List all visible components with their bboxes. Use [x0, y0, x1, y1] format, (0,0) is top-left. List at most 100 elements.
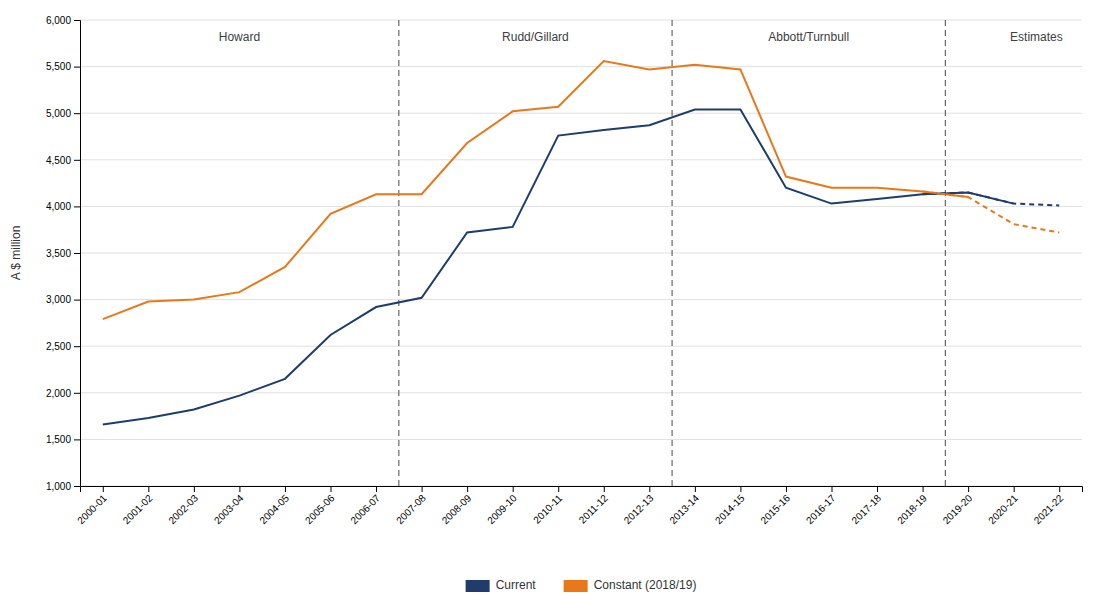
tick-mark — [74, 346, 80, 347]
series-line — [103, 109, 1014, 424]
axis-line — [81, 487, 1083, 493]
tick-label: 2000-01 — [75, 492, 109, 526]
tick-mark — [74, 20, 80, 21]
tick-label: 2017-18 — [849, 492, 883, 526]
series-line — [103, 61, 968, 319]
x-tick: 2015-16 — [758, 486, 792, 526]
x-tick: 2014-15 — [713, 486, 747, 526]
tick-mark — [103, 486, 104, 492]
tick-mark — [968, 486, 969, 492]
tick-mark — [239, 486, 240, 492]
tick-label: 2013-14 — [667, 492, 701, 526]
x-tick: 2001-02 — [121, 486, 155, 526]
era-boundary — [945, 20, 946, 486]
tick-label: 6,000 — [46, 15, 71, 26]
y-tick: 2,500 — [46, 341, 80, 352]
y-axis-title: A $ million — [9, 226, 23, 281]
x-tick: 2009-10 — [485, 486, 519, 526]
tick-label: 2014-15 — [713, 492, 747, 526]
x-tick: 2008-09 — [440, 486, 474, 526]
plot-area: 1,0001,5002,0002,5003,0003,5004,0004,500… — [46, 15, 1083, 526]
tick-mark — [74, 253, 80, 254]
y-tick: 5,500 — [46, 61, 80, 72]
tick-mark — [74, 439, 80, 440]
tick-label: 2016-17 — [804, 492, 838, 526]
grid-line — [80, 346, 1082, 347]
tick-mark — [1059, 486, 1060, 492]
grid-line — [80, 20, 1082, 21]
y-tick: 2,000 — [46, 388, 80, 399]
legend: Current Constant (2018/19) — [466, 578, 697, 592]
x-tick: 2020-21 — [986, 486, 1020, 526]
x-tick: 2016-17 — [804, 486, 838, 526]
tick-label: 2005-06 — [303, 492, 337, 526]
tick-mark — [832, 486, 833, 492]
tick-mark — [74, 300, 80, 301]
annotation: Abbott/Turnbull — [768, 30, 849, 44]
x-tick: 2018-19 — [895, 486, 929, 526]
tick-label: 2001-02 — [121, 492, 155, 526]
x-tick: 2004-05 — [257, 486, 291, 526]
era-boundary — [398, 20, 399, 486]
grid — [80, 20, 1082, 486]
x-tick: 2006-07 — [348, 486, 382, 526]
annotation: Estimates — [1010, 30, 1063, 44]
x-tick: 2005-06 — [303, 486, 337, 526]
y-tick: 3,000 — [46, 294, 80, 305]
chart-svg: 1,0001,5002,0002,5003,0003,5004,0004,500… — [0, 0, 1102, 606]
x-tick: 2012-13 — [622, 486, 656, 526]
grid-line — [80, 439, 1082, 440]
tick-mark — [74, 160, 80, 161]
legend-item: Current — [466, 578, 537, 592]
tick-label: 5,000 — [46, 108, 71, 119]
grid-line — [80, 159, 1082, 160]
tick-mark — [74, 113, 80, 114]
tick-mark — [1014, 486, 1015, 492]
era-boundary — [671, 20, 672, 486]
tick-mark — [740, 486, 741, 492]
tick-mark — [74, 486, 80, 487]
grid-line — [80, 113, 1082, 114]
grid-line — [80, 253, 1082, 254]
legend-swatch — [564, 580, 588, 592]
x-tick: 2007-08 — [394, 486, 428, 526]
tick-label: 2009-10 — [485, 492, 519, 526]
legend-label: Current — [496, 578, 537, 592]
tick-mark — [877, 486, 878, 492]
x-tick: 2010-11 — [531, 486, 565, 526]
tick-label: 2004-05 — [257, 492, 291, 526]
x-tick: 2002-03 — [166, 486, 200, 526]
tick-mark — [376, 486, 377, 492]
tick-mark — [74, 67, 80, 68]
tick-label: 2019-20 — [941, 492, 975, 526]
tick-mark — [695, 486, 696, 492]
tick-label: 2007-08 — [394, 492, 428, 526]
x-tick: 2013-14 — [667, 486, 701, 526]
y-tick: 1,500 — [46, 434, 80, 445]
tick-label: 5,500 — [46, 61, 71, 72]
grid-line — [80, 299, 1082, 300]
legend-item: Constant (2018/19) — [564, 578, 697, 592]
grid-line — [80, 392, 1082, 393]
axis-line — [74, 21, 81, 487]
tick-label: 2010-11 — [531, 492, 565, 526]
y-tick: 3,500 — [46, 248, 80, 259]
tick-label: 2018-19 — [895, 492, 929, 526]
grid-line — [80, 206, 1082, 207]
tick-label: 2003-04 — [212, 492, 246, 526]
tick-mark — [649, 486, 650, 492]
tick-mark — [558, 486, 559, 492]
tick-label: 2008-09 — [440, 492, 474, 526]
x-tick: 2000-01 — [75, 486, 109, 526]
tick-mark — [74, 206, 80, 207]
tick-mark — [923, 486, 924, 492]
tick-label: 2020-21 — [986, 492, 1020, 526]
tick-mark — [786, 486, 787, 492]
legend-label: Constant (2018/19) — [594, 578, 697, 592]
tick-label: 2,000 — [46, 388, 71, 399]
annotations: HowardRudd/GillardAbbott/TurnbullEstimat… — [219, 30, 1063, 44]
tick-label: 2002-03 — [166, 492, 200, 526]
tick-mark — [467, 486, 468, 492]
tick-mark — [148, 486, 149, 492]
tick-mark — [194, 486, 195, 492]
